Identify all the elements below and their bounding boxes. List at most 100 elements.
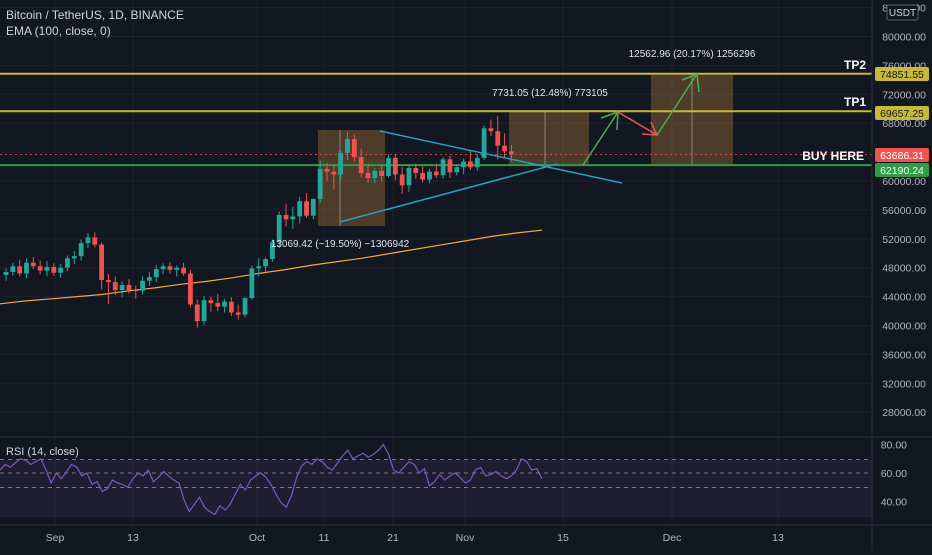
price-label: 63686.31 — [880, 150, 924, 162]
candle-body — [194, 304, 200, 322]
date-tick-label: 15 — [557, 532, 569, 544]
rsi-indicator-label[interactable]: RSI (14, close) — [6, 446, 79, 458]
arrow-green-2-head — [681, 72, 700, 93]
triangle-upper-line — [379, 130, 623, 184]
measure-label-drop: 13069.42 (−19.50%) −1306942 — [271, 239, 410, 250]
candle-body — [427, 171, 432, 180]
price-tick-label: 80000.00 — [882, 32, 926, 44]
candle-body — [119, 285, 125, 291]
symbol-title[interactable]: Bitcoin / TetherUS, 1D, BINANCE — [6, 8, 184, 22]
price-tick-label: 72000.00 — [882, 89, 926, 101]
price-labels: 74851.55 69657.25 63686.31 62190.24 — [875, 67, 929, 177]
price-tick-label: 52000.00 — [882, 234, 926, 246]
price-tick-label: 40000.00 — [882, 321, 926, 333]
arrow-red — [617, 111, 658, 136]
candle-body — [502, 145, 507, 152]
candle-body — [92, 237, 98, 245]
ema-indicator-label[interactable]: EMA (100, close, 0) — [6, 24, 111, 38]
candle-body — [235, 312, 241, 315]
candle-body — [167, 266, 173, 270]
candle-body — [331, 171, 337, 175]
level-label-tp2: TP2 — [844, 58, 866, 72]
candle-body — [208, 300, 214, 304]
candle-body — [112, 282, 118, 291]
candle-body — [433, 171, 439, 176]
price-tick-label: 68000.00 — [882, 118, 926, 130]
candle-body — [201, 300, 207, 322]
candle-body — [358, 157, 364, 174]
candle-body — [276, 214, 282, 243]
candle-body — [345, 139, 350, 153]
candle-body — [3, 272, 9, 275]
date-tick-label: Dec — [663, 532, 682, 544]
rsi-tick-label: 80.00 — [881, 440, 907, 452]
price-label-box — [875, 106, 929, 120]
price-label-box — [875, 163, 929, 177]
candle-body — [17, 266, 23, 274]
drawings[interactable] — [339, 72, 700, 223]
measure-label-tp1: 7731.05 (12.48%) 773105 — [492, 88, 608, 99]
date-tick-label: Sep — [46, 532, 65, 544]
candle-body — [140, 280, 145, 291]
time-axis[interactable]: Sep 13 Oct 11 21 Nov 15 Dec 13 — [46, 532, 784, 544]
level-label-tp1: TP1 — [844, 95, 866, 109]
price-tick-label: 56000.00 — [882, 205, 926, 217]
candle-body — [24, 262, 29, 274]
candle-body — [304, 201, 309, 216]
price-tick-label: 60000.00 — [882, 176, 926, 188]
candle-body — [440, 159, 446, 176]
candle-body — [215, 303, 221, 307]
candle-body — [338, 152, 344, 175]
candle-body — [181, 267, 186, 274]
price-label-box — [875, 148, 929, 162]
candle-body — [297, 201, 303, 217]
candle-body — [249, 268, 255, 299]
candle-body — [461, 161, 467, 168]
currency-badge[interactable]: USDT — [886, 4, 919, 21]
price-label: 62190.24 — [880, 165, 924, 177]
price-label: 69657.25 — [880, 108, 924, 120]
date-tick-label: 11 — [319, 532, 330, 544]
candle-body — [420, 173, 426, 180]
arrow-green-1 — [582, 111, 619, 166]
price-tick-label: 32000.00 — [882, 378, 926, 390]
ema-100-line — [0, 229, 543, 305]
candle-body — [106, 279, 111, 283]
date-tick-label: Nov — [456, 532, 475, 544]
candle-body — [30, 262, 36, 267]
candle-body — [474, 157, 480, 168]
candle-body — [51, 266, 57, 273]
candle-body — [147, 277, 152, 281]
date-tick-label: Oct — [249, 532, 265, 544]
candle-body — [222, 301, 227, 307]
candle-body — [283, 214, 289, 220]
candle-body — [454, 167, 460, 173]
horizontal-levels[interactable] — [0, 72, 872, 167]
candle-body — [399, 174, 405, 186]
candle-body — [495, 131, 501, 146]
candle-body — [126, 285, 132, 291]
candle-body — [78, 243, 84, 257]
candle-body — [290, 216, 296, 220]
candle-body — [174, 267, 180, 270]
price-axis[interactable]: 84000.0080000.0076000.0072000.0068000.00… — [882, 3, 926, 420]
price-label: 74851.55 — [880, 69, 924, 81]
candle-body — [71, 256, 77, 259]
candle-body — [269, 242, 275, 260]
candles — [3, 115, 514, 328]
currency-label: USDT — [889, 8, 916, 19]
price-tick-label: 48000.00 — [882, 263, 926, 275]
candle-body — [188, 273, 193, 305]
candle-body — [468, 161, 473, 168]
candle-body — [44, 266, 50, 271]
triangle-lower-line — [339, 163, 558, 223]
rsi-axis: 80.00 60.00 40.00 — [881, 440, 907, 509]
candle-body — [447, 159, 453, 173]
candle-body — [256, 266, 262, 269]
rsi-line — [0, 443, 543, 516]
candle-body — [413, 167, 419, 174]
price-label-box — [875, 67, 929, 81]
candle-body — [153, 269, 159, 278]
